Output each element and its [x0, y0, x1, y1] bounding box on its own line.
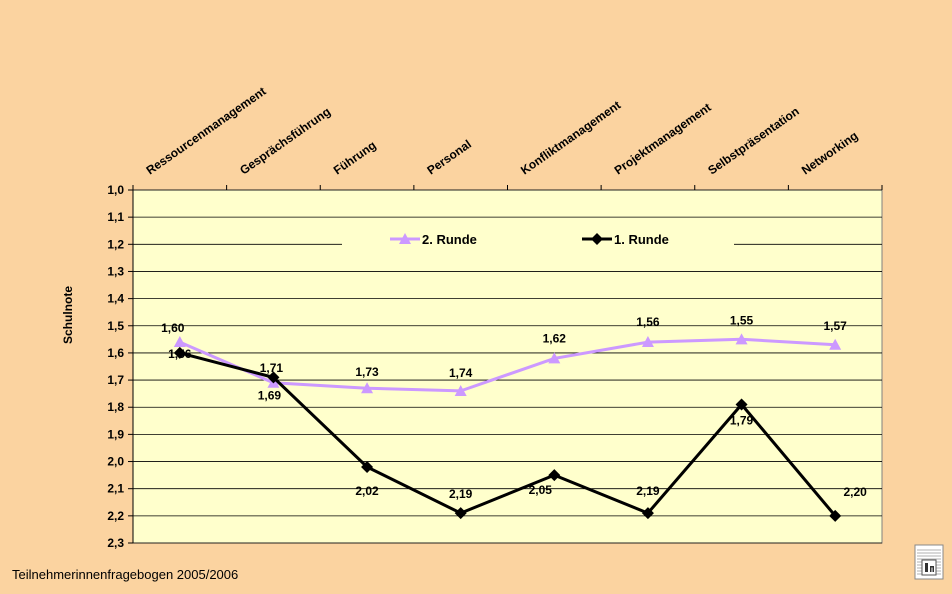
data-label: 1,60	[161, 321, 185, 335]
data-label: 2,19	[636, 484, 660, 498]
x-tick-label: Networking	[799, 129, 861, 178]
x-tick-label: Konfliktmanagement	[518, 98, 623, 178]
y-tick-label: 1,8	[107, 400, 124, 414]
legend-marker	[591, 233, 603, 245]
series-1-runde-point	[267, 371, 280, 384]
data-label: 1,74	[449, 366, 473, 380]
legend-label: 1. Runde	[614, 232, 669, 247]
university-logo	[914, 544, 944, 580]
series-1-runde-line	[179, 351, 837, 517]
y-tick-label: 2,0	[107, 455, 124, 469]
data-label: 1,56	[168, 347, 192, 361]
data-label: 2,19	[449, 487, 473, 501]
y-tick-label: 2,3	[107, 536, 124, 550]
y-tick-label: 1,2	[107, 237, 124, 251]
series-2-runde-point	[454, 384, 467, 396]
series-1-runde-point	[829, 509, 842, 522]
y-tick-label: 1,3	[107, 264, 124, 278]
y-tick-label: 1,4	[107, 292, 124, 306]
y-tick-label: 2,1	[107, 482, 124, 496]
series-2-runde-point	[735, 333, 748, 345]
series-2-runde-line	[179, 337, 836, 393]
data-label: 2,20	[844, 485, 868, 499]
y-tick-label: 1,6	[107, 346, 124, 360]
series-2-runde-point	[361, 382, 374, 394]
data-label: 1,55	[730, 313, 754, 327]
data-label: 2,02	[355, 484, 379, 498]
x-tick-label: Führung	[331, 138, 379, 177]
y-tick-label: 1,9	[107, 427, 124, 441]
x-tick-label: Projektmanagement	[612, 100, 714, 177]
y-tick-label: 1,1	[107, 210, 124, 224]
x-tick-label: Selbstpräsentation	[705, 104, 802, 177]
series-2-runde-point	[548, 352, 561, 364]
data-label: 1,62	[543, 331, 567, 345]
data-label: 1,73	[355, 365, 379, 379]
series-1-runde-point	[735, 398, 748, 411]
y-tick-label: 1,0	[107, 183, 124, 197]
y-tick-label: 1,5	[107, 319, 124, 333]
data-label: 1,57	[824, 319, 848, 333]
series-1-runde-point	[548, 469, 561, 482]
x-tick-label: Gesprächsführung	[237, 104, 333, 177]
series-1-runde-point	[173, 346, 186, 359]
data-label: 1,56	[636, 315, 660, 329]
data-label: 1,79	[730, 414, 754, 428]
x-tick-label: Personal	[424, 137, 474, 178]
data-label: 2,05	[529, 483, 553, 497]
footer-text: Teilnehmerinnenfragebogen 2005/2006	[12, 567, 239, 582]
y-axis-title: Schulnote	[61, 286, 75, 344]
data-label: 1,69	[258, 388, 282, 402]
series-2-runde-point	[641, 336, 654, 348]
series-1-runde-point	[641, 507, 654, 520]
y-tick-label: 2,2	[107, 509, 124, 523]
data-label: 1,71	[260, 361, 284, 375]
series-2-runde-point	[173, 336, 186, 348]
series-1-runde-point	[361, 460, 374, 473]
legend-marker	[399, 233, 411, 244]
series-2-runde-point	[829, 338, 842, 350]
y-tick-label: 1,7	[107, 373, 124, 387]
legend-label: 2. Runde	[422, 232, 477, 247]
series-1-runde-point	[454, 507, 467, 520]
